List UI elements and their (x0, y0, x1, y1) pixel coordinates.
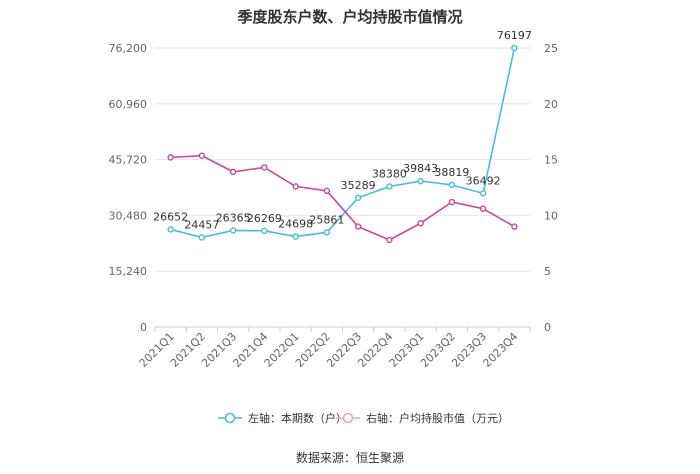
data-label: 25861 (309, 213, 344, 226)
data-point (511, 223, 518, 230)
data-label: 26269 (247, 212, 282, 225)
legend-marker (224, 412, 236, 424)
data-point (448, 181, 456, 189)
data-point (417, 220, 424, 227)
data-point (479, 190, 487, 197)
legend[interactable]: 左轴：本期数（户） 右轴：户均持股市值（万元） (218, 411, 509, 425)
data-point (167, 226, 174, 233)
data-point (386, 236, 393, 244)
data-point (386, 183, 393, 190)
data-label: 36492 (466, 174, 501, 187)
data-point (292, 233, 299, 240)
right-tick-label: 5 (544, 265, 551, 278)
data-point (261, 164, 268, 171)
right-tick-label: 15 (544, 154, 558, 167)
data-label: 38819 (434, 166, 469, 179)
legend-label: 右轴：户均持股市值（万元） (366, 411, 509, 425)
data-point (198, 152, 206, 159)
right-axis: 0 5 10 15 20 25 (544, 42, 558, 334)
left-tick-label: 45,720 (109, 154, 148, 167)
data-point (511, 44, 518, 52)
data-point (229, 227, 237, 234)
left-tick-label: 0 (140, 321, 147, 334)
left-tick-label: 30,480 (109, 209, 148, 222)
data-point (261, 227, 268, 235)
data-label: 26652 (153, 210, 188, 223)
data-point (448, 198, 456, 206)
data-source: 数据来源：恒生聚源 (296, 450, 404, 465)
data-point (354, 194, 362, 201)
legend-item[interactable]: 左轴：本期数（户） (218, 411, 347, 425)
data-point (198, 234, 206, 241)
data-point (323, 229, 331, 236)
data-label: 39843 (403, 162, 438, 175)
data-point (354, 223, 362, 230)
left-tick-label: 60,960 (109, 98, 148, 111)
series-line (170, 47, 516, 239)
x-tick-label: 2023Q4 (480, 330, 520, 370)
data-label: 76197 (497, 29, 532, 42)
data-point (323, 187, 331, 195)
series-line (170, 154, 515, 241)
right-tick-label: 20 (544, 98, 558, 111)
data-label: 35289 (341, 179, 376, 192)
data-label: 38380 (372, 167, 407, 180)
legend-marker (342, 412, 354, 424)
left-tick-label: 76,200 (109, 42, 148, 55)
data-point (167, 154, 174, 161)
chart-title: 季度股东户数、户均持股市值情况 (237, 8, 462, 26)
right-tick-label: 0 (544, 321, 551, 334)
x-axis: 2021Q12021Q22021Q32021Q42022Q12022Q22022… (137, 327, 531, 370)
data-label: 24457 (184, 218, 219, 231)
data-point (479, 205, 487, 212)
left-tick-label: 15,240 (109, 265, 148, 278)
legend-item[interactable]: 右轴：户均持股市值（万元） (336, 411, 509, 425)
right-tick-label: 10 (544, 209, 558, 222)
data-label: 24698 (278, 218, 313, 231)
right-tick-label: 25 (544, 42, 558, 55)
legend-label: 左轴：本期数（户） (248, 411, 347, 425)
data-label: 26365 (216, 211, 251, 224)
left-axis: 0 15,240 30,480 45,720 60,960 76,200 (109, 42, 148, 334)
data-point (417, 177, 424, 185)
data-point (292, 183, 299, 190)
data-point (229, 168, 237, 176)
